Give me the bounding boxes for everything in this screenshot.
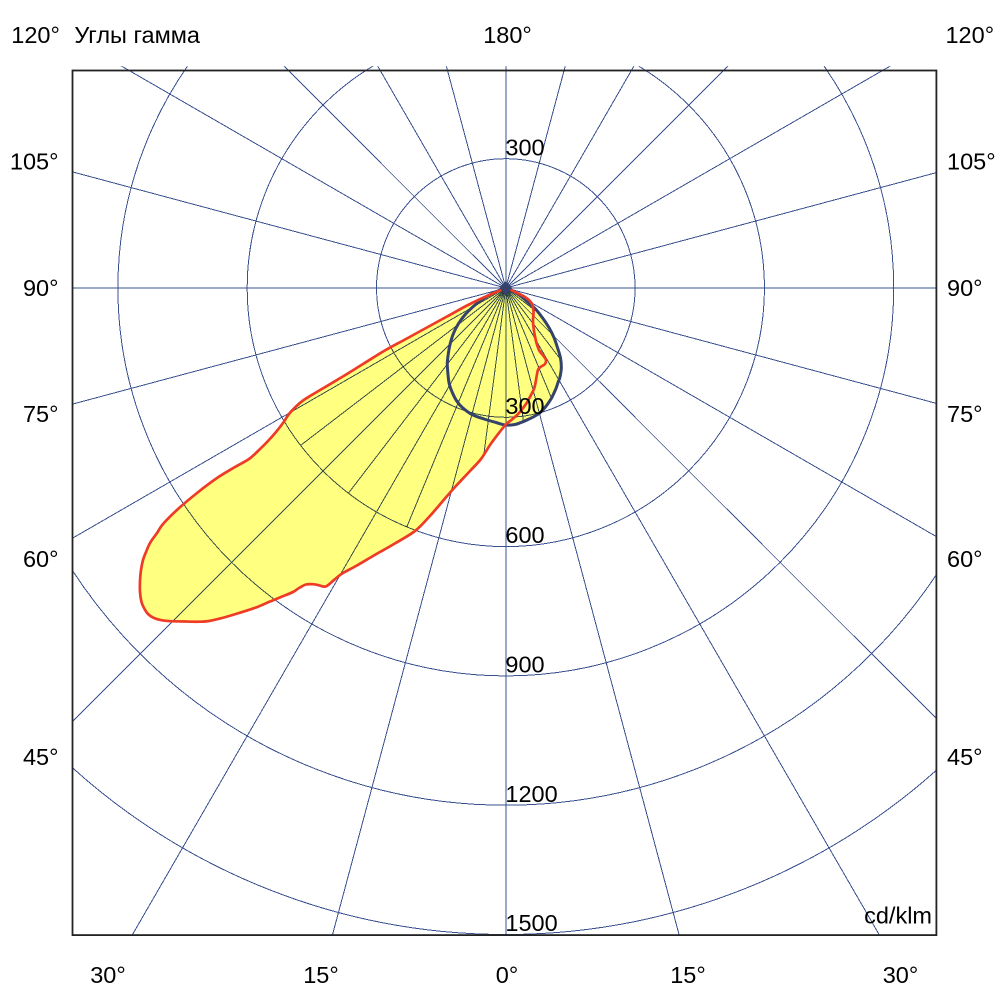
- svg-text:600: 600: [505, 522, 544, 548]
- svg-text:cd/klm: cd/klm: [864, 903, 932, 929]
- svg-text:15°: 15°: [670, 962, 706, 988]
- svg-text:900: 900: [505, 652, 544, 678]
- svg-text:105°: 105°: [947, 149, 996, 175]
- svg-text:Углы гамма: Углы гамма: [74, 22, 200, 48]
- svg-text:45°: 45°: [23, 744, 59, 770]
- svg-text:300: 300: [505, 393, 544, 419]
- svg-text:1200: 1200: [505, 781, 557, 807]
- svg-text:15°: 15°: [303, 962, 339, 988]
- svg-text:30°: 30°: [90, 962, 126, 988]
- svg-text:90°: 90°: [23, 275, 59, 301]
- svg-text:120°: 120°: [11, 22, 60, 48]
- svg-text:60°: 60°: [23, 546, 59, 572]
- svg-text:105°: 105°: [10, 149, 59, 175]
- svg-text:90°: 90°: [947, 275, 983, 301]
- svg-text:300: 300: [505, 134, 544, 160]
- svg-text:60°: 60°: [947, 546, 983, 572]
- svg-text:0°: 0°: [496, 962, 518, 988]
- svg-text:75°: 75°: [23, 401, 59, 427]
- svg-text:30°: 30°: [883, 962, 919, 988]
- svg-text:45°: 45°: [947, 744, 983, 770]
- svg-text:180°: 180°: [483, 22, 532, 48]
- svg-text:120°: 120°: [945, 22, 994, 48]
- svg-text:1500: 1500: [505, 910, 557, 936]
- svg-text:75°: 75°: [947, 401, 983, 427]
